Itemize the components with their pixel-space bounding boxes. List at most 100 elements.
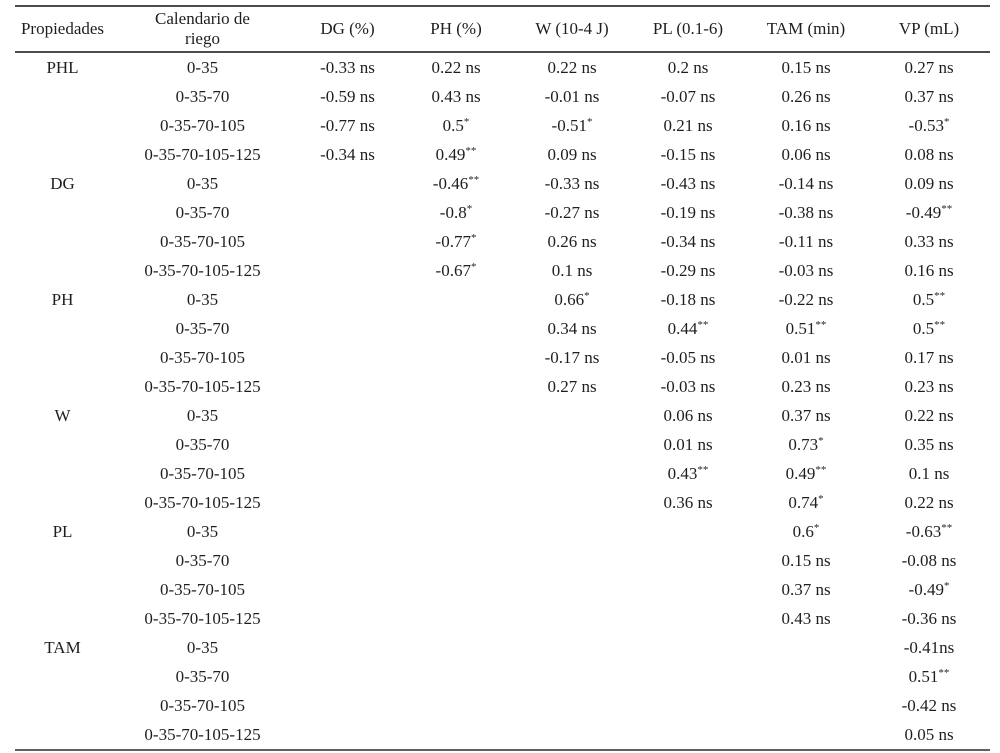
correlation-cell-empty <box>295 372 400 401</box>
correlation-cell: 0.23 ns <box>868 372 990 401</box>
correlation-value: 0.35 ns <box>904 435 954 454</box>
correlation-value: -0.19 ns <box>660 203 716 222</box>
significance-marker: ** <box>938 667 950 679</box>
correlation-cell: 0.16 ns <box>868 256 990 285</box>
irrigation-schedule-cell: 0-35-70 <box>175 667 230 686</box>
irrigation-schedule-cell: 0-35-70-105 <box>160 464 245 483</box>
correlation-value: -0.01 ns <box>544 87 600 106</box>
table-row: 0-35-70 0.01 ns 0.73* 0.35 ns <box>15 430 990 459</box>
correlation-cell: 0.27 ns <box>512 372 632 401</box>
correlation-value: -0.29 ns <box>660 261 716 280</box>
correlation-value: 0.22 ns <box>904 493 954 512</box>
irrigation-schedule-cell: 0-35-70 <box>175 203 230 222</box>
table-row: 0-35-70 0.15 ns -0.08 ns <box>15 546 990 575</box>
correlation-cell-empty <box>295 459 400 488</box>
correlation-cell: 0.22 ns <box>868 401 990 430</box>
correlation-cell-empty <box>295 546 400 575</box>
table-header: Propiedades Calendario de riego DG (%) P… <box>15 6 990 52</box>
correlation-cell: 0.36 ns <box>632 488 744 517</box>
correlation-value: 0.01 ns <box>781 348 831 367</box>
correlation-cell-empty <box>400 546 512 575</box>
correlation-cell-empty <box>295 575 400 604</box>
correlation-value: 0.16 ns <box>781 116 831 135</box>
correlation-cell-empty <box>400 372 512 401</box>
property-group-label <box>15 198 110 227</box>
correlation-value: -0.42 ns <box>901 696 957 715</box>
correlation-cell: 0.22 ns <box>400 52 512 82</box>
property-group-label <box>15 314 110 343</box>
correlation-cell: -0.08 ns <box>868 546 990 575</box>
significance-marker: * <box>584 290 590 302</box>
significance-marker: ** <box>697 319 709 331</box>
correlation-cell-empty <box>744 633 868 662</box>
correlation-cell-empty <box>295 256 400 285</box>
correlation-cell-empty <box>295 401 400 430</box>
correlation-cell-empty <box>295 314 400 343</box>
correlation-cell: 0.09 ns <box>512 140 632 169</box>
correlation-cell-empty <box>400 575 512 604</box>
significance-marker: ** <box>934 290 946 302</box>
column-header-calendario-label: Calendario de riego <box>155 9 250 48</box>
table-row: 0-35-70-105 -0.77* 0.26 ns -0.34 ns -0.11 ns… <box>15 227 990 256</box>
irrigation-schedule-cell: 0-35-70 <box>175 319 230 338</box>
correlation-value: 0.49 <box>435 145 466 164</box>
correlation-cell-empty <box>512 662 632 691</box>
irrigation-schedule-cell: 0-35-70-105-125 <box>144 145 261 164</box>
correlation-cell-empty <box>512 488 632 517</box>
correlation-value: 0.26 ns <box>781 87 831 106</box>
correlation-cell: -0.51* <box>512 111 632 140</box>
correlation-value: 0.15 ns <box>781 551 831 570</box>
property-group-label: W <box>54 406 71 425</box>
correlation-cell: -0.77 ns <box>295 111 400 140</box>
correlation-cell: 0.22 ns <box>512 52 632 82</box>
correlation-value: 0.5 <box>912 290 935 309</box>
correlation-cell-empty <box>632 517 744 546</box>
correlation-cell: -0.43 ns <box>632 169 744 198</box>
header-row: Propiedades Calendario de riego DG (%) P… <box>15 6 990 52</box>
column-header-propiedades: Propiedades <box>20 19 105 38</box>
irrigation-schedule-cell: 0-35-70 <box>175 87 230 106</box>
correlation-value: -0.49 <box>905 203 942 222</box>
correlation-cell: 0.01 ns <box>632 430 744 459</box>
correlation-cell: 0.43 ns <box>744 604 868 633</box>
significance-marker: * <box>943 116 950 128</box>
correlation-cell-empty <box>744 662 868 691</box>
column-header-dg: DG (%) <box>320 19 375 38</box>
correlation-cell: -0.07 ns <box>632 82 744 111</box>
correlation-cell: 0.43 ns <box>400 82 512 111</box>
irrigation-schedule-cell: 0-35-70-105-125 <box>144 377 261 396</box>
significance-marker: * <box>470 232 477 244</box>
correlation-cell-empty <box>632 720 744 750</box>
correlation-value: 0.22 ns <box>547 58 597 77</box>
correlation-value: 0.22 ns <box>431 58 481 77</box>
correlation-value: 0.2 ns <box>667 58 709 77</box>
table-row: 0-35-70-105 0.43** 0.49** 0.1 ns <box>15 459 990 488</box>
correlation-cell-empty <box>632 604 744 633</box>
significance-marker: ** <box>468 174 480 186</box>
property-group-label: PHL <box>46 58 79 77</box>
correlation-cell-empty <box>744 720 868 750</box>
correlation-cell-empty <box>400 691 512 720</box>
table-row: 0-35-70-105-125 0.27 ns -0.03 ns 0.23 ns 0.2… <box>15 372 990 401</box>
correlation-cell-empty <box>295 198 400 227</box>
correlation-cell: -0.34 ns <box>632 227 744 256</box>
correlation-cell: -0.03 ns <box>632 372 744 401</box>
correlation-cell: -0.42 ns <box>868 691 990 720</box>
correlation-value: 0.34 ns <box>547 319 597 338</box>
correlation-cell: -0.41ns <box>868 633 990 662</box>
correlation-value: -0.49 <box>908 580 944 599</box>
correlation-cell: 0.16 ns <box>744 111 868 140</box>
table-row: PH 0-35 0.66* -0.18 ns -0.22 ns 0.5** <box>15 285 990 314</box>
correlation-value: -0.14 ns <box>778 174 834 193</box>
correlation-cell-empty <box>400 401 512 430</box>
correlation-cell-empty <box>295 285 400 314</box>
correlation-cell: -0.15 ns <box>632 140 744 169</box>
irrigation-schedule-cell: 0-35-70-105 <box>160 116 245 135</box>
correlation-value: -0.63 <box>905 522 942 541</box>
irrigation-schedule-cell: 0-35-70-105 <box>160 348 245 367</box>
correlation-cell: 0.01 ns <box>744 343 868 372</box>
correlation-cell: 0.37 ns <box>744 401 868 430</box>
property-group-label <box>15 343 110 372</box>
correlation-cell: -0.33 ns <box>512 169 632 198</box>
table-row: PHL 0-35 -0.33 ns 0.22 ns 0.22 ns 0.2 ns 0.15 … <box>15 52 990 82</box>
